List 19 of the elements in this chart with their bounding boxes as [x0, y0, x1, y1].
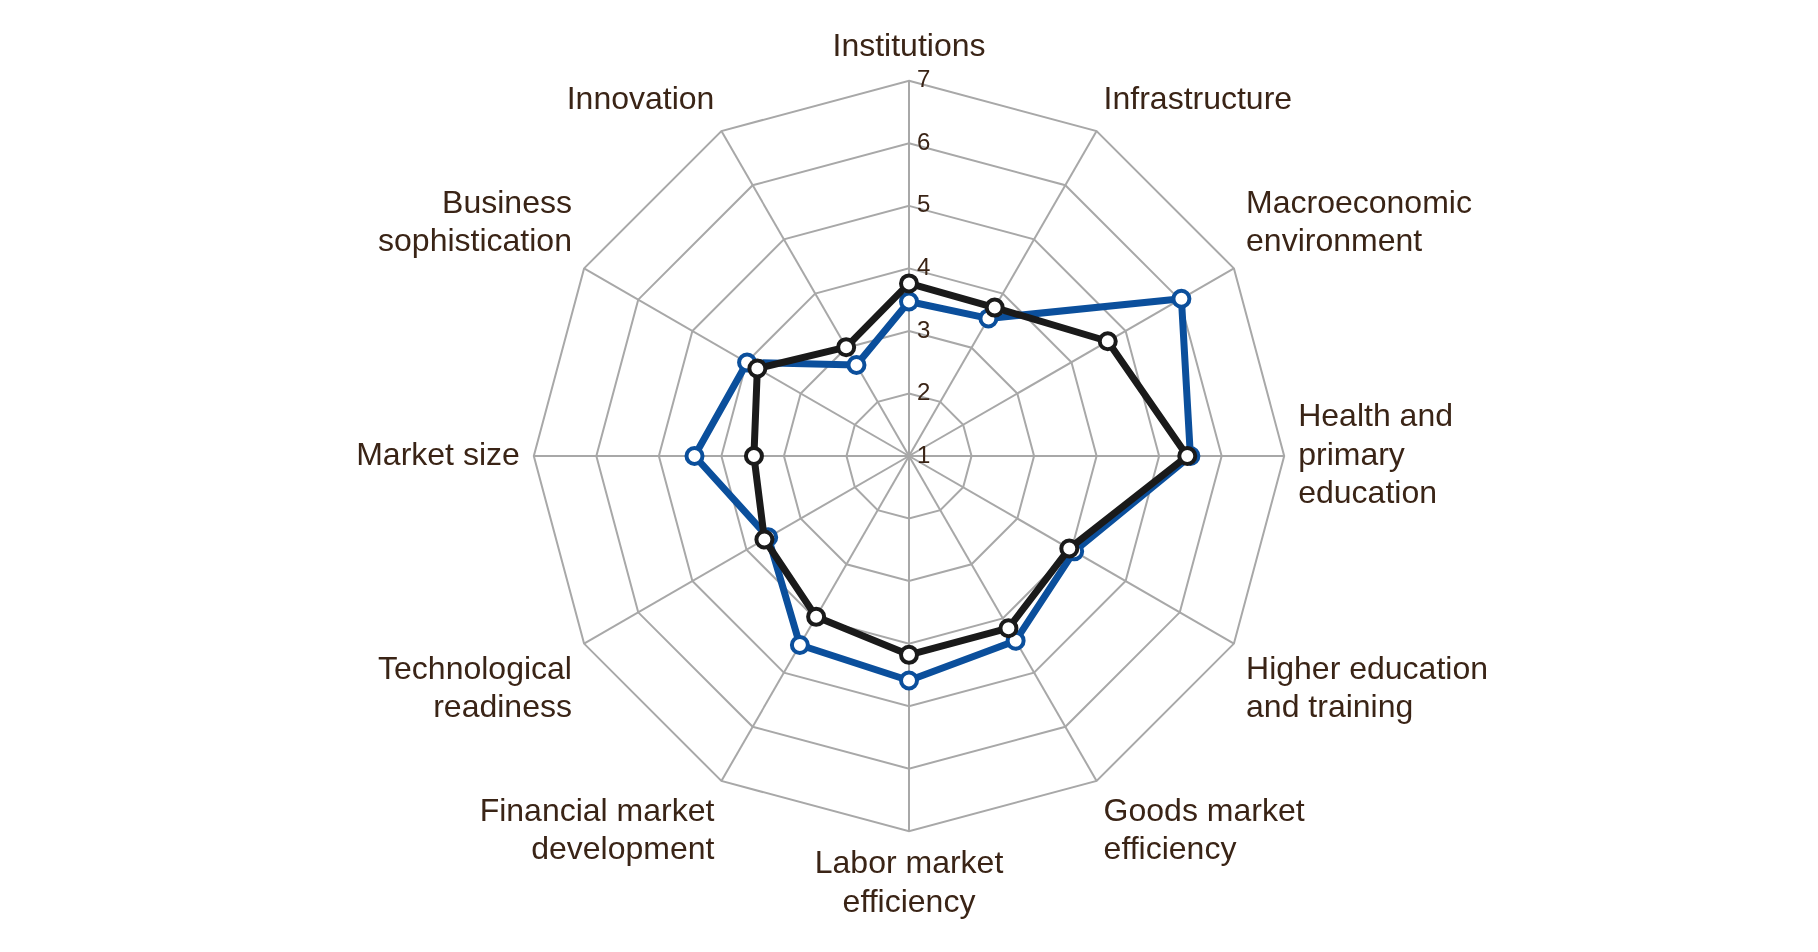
spoke-label: Financial market development [479, 792, 715, 867]
spoke-label: Health and primary education [1298, 397, 1453, 511]
y-tick-label: 5 [917, 190, 931, 218]
y-tick-label: 4 [917, 253, 931, 281]
spoke-label: Market size [356, 435, 520, 472]
y-tick-label: 7 [917, 65, 931, 93]
spoke-label: Labor market efficiency [814, 844, 1004, 919]
y-tick-label: 3 [917, 315, 931, 343]
spoke-label: Technological readiness [378, 649, 572, 725]
spoke-label: Goods market efficiency [1103, 792, 1305, 867]
spoke-label: Macroeconomic environment [1246, 183, 1472, 259]
y-tick-label: 2 [917, 378, 931, 406]
spoke-label: Infrastructure [1103, 79, 1293, 116]
spoke-label: Higher education and training [1246, 649, 1488, 725]
y-tick-label: 1 [917, 440, 931, 468]
spoke-label: Innovation [566, 79, 715, 116]
spoke-label: Institutions [832, 27, 986, 64]
y-tick-label: 6 [917, 127, 931, 155]
spoke-label: Business sophistication [378, 183, 572, 259]
